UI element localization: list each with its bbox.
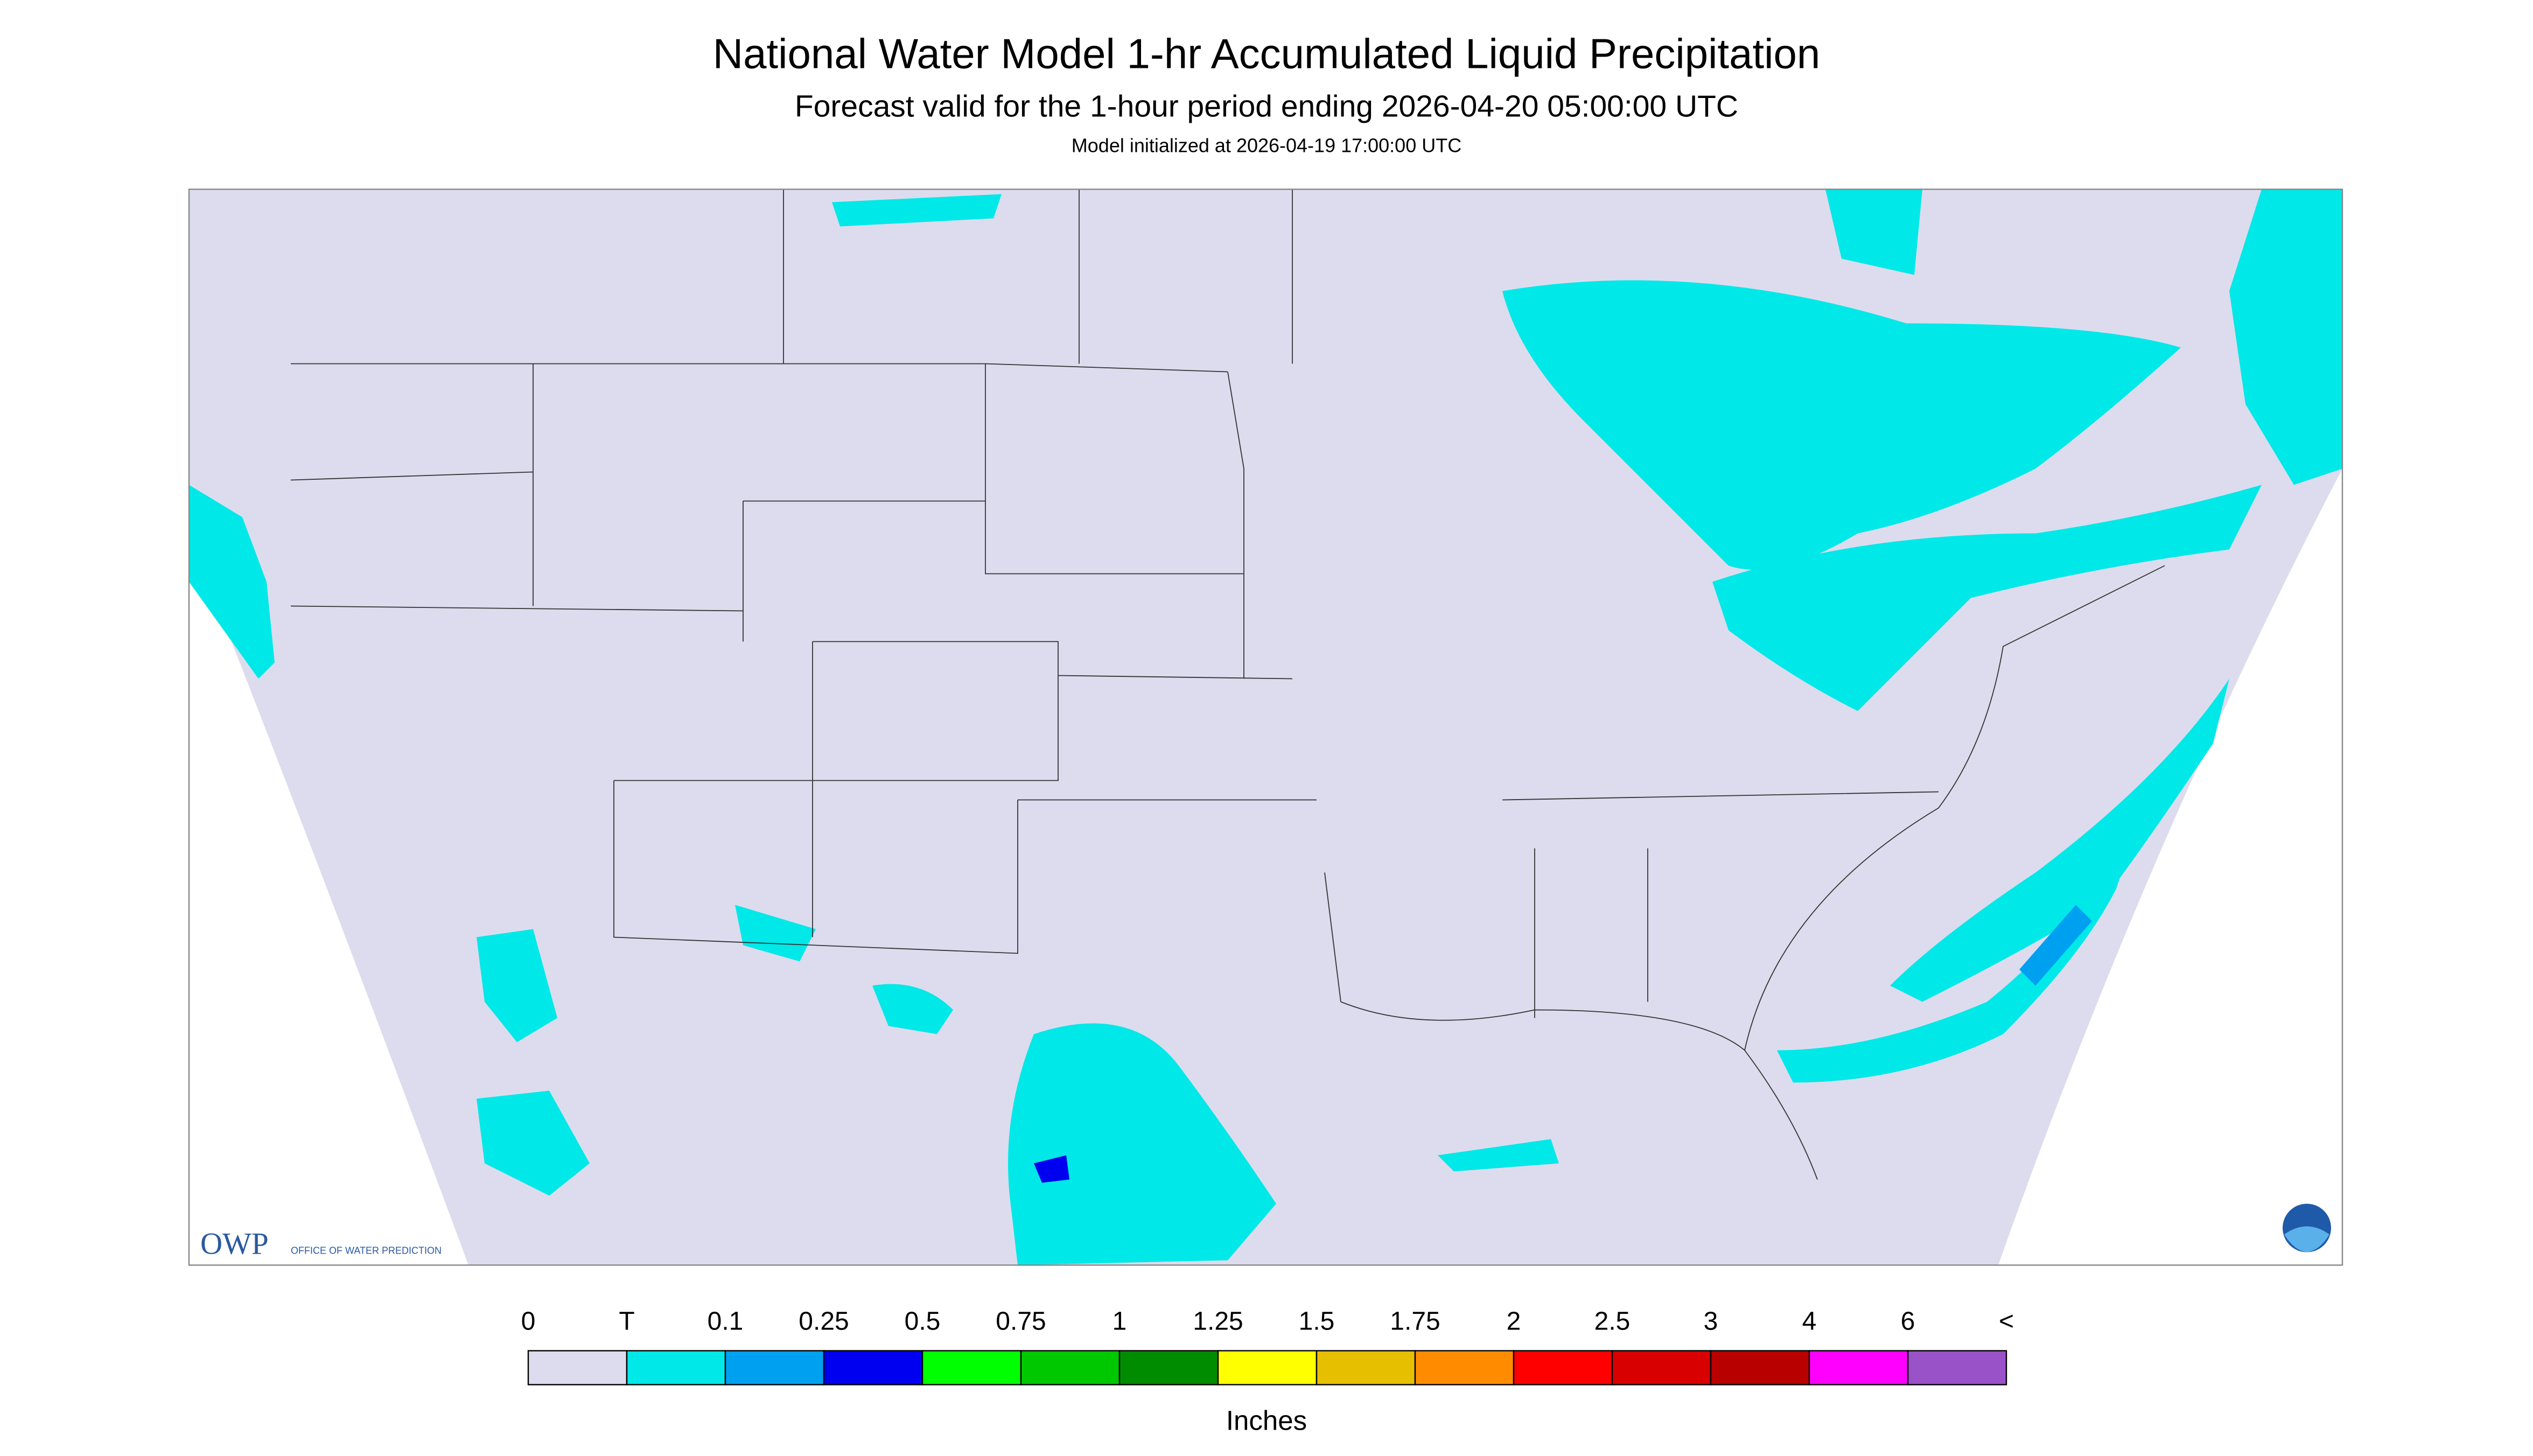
rain-area: [735, 905, 816, 962]
rain-area: [477, 1090, 590, 1196]
legend-swatch: [724, 1350, 825, 1385]
rain-area: [1777, 840, 2132, 1083]
rain-area: [1825, 189, 1922, 275]
legend-swatch: [1611, 1350, 1712, 1385]
legend-label: 2.5: [1594, 1307, 1631, 1336]
subtitle: Forecast valid for the 1-hour period end…: [795, 89, 1738, 124]
state-lines: [290, 189, 1939, 1018]
legend-swatch: [1710, 1350, 1810, 1385]
init-time: Model initialized at 2026-04-19 17:00:00…: [1072, 135, 1461, 157]
rain-area: [2229, 189, 2342, 485]
legend-label: 1: [1112, 1307, 1127, 1336]
legend-label: 6: [1901, 1307, 1915, 1336]
legend-swatch: [1217, 1350, 1318, 1385]
rain-area: [1034, 1155, 1069, 1183]
rain-area: [1890, 678, 2229, 1002]
legend-swatch: [527, 1350, 628, 1385]
legend-swatch: [1118, 1350, 1219, 1385]
title: National Water Model 1-hr Accumulated Li…: [713, 30, 1821, 78]
rain-area: [1502, 280, 2181, 570]
legend-swatch: [1808, 1350, 1909, 1385]
rain-area: [1712, 485, 2262, 711]
legend-label: 0: [521, 1307, 536, 1336]
legend-label: <: [1999, 1307, 2014, 1336]
legend-label: 0.5: [905, 1307, 941, 1336]
coastline: [1340, 565, 2165, 1180]
legend-label: 0.75: [996, 1307, 1046, 1336]
map: OWP OFFICE OF WATER PREDICTION: [188, 188, 2343, 1266]
legend-swatch: [823, 1350, 923, 1385]
legend-label: 3: [1704, 1307, 1718, 1336]
legend-label: 4: [1802, 1307, 1817, 1336]
legend-swatch: [921, 1350, 1022, 1385]
logo-text: OFFICE OF WATER PREDICTION: [291, 1245, 442, 1256]
legend-label: 0.1: [708, 1307, 744, 1336]
legend-label: 1.75: [1390, 1307, 1440, 1336]
rain-area: [872, 984, 953, 1034]
logo-acronym: OWP: [200, 1227, 269, 1261]
map-frame: [188, 188, 2343, 1266]
rain-area: [1008, 1023, 1276, 1265]
rain-area: [477, 929, 557, 1042]
legend-swatch: [1316, 1350, 1416, 1385]
legend-label: 2: [1507, 1307, 1521, 1336]
legend-label: T: [619, 1307, 634, 1336]
rain-area: [2019, 905, 2092, 986]
legend-swatch: [626, 1350, 726, 1385]
rain-area: [189, 485, 275, 679]
legend-swatch: [1414, 1350, 1515, 1385]
legend-label: 1.25: [1193, 1307, 1243, 1336]
precipitation: [189, 189, 2342, 1265]
borders: [290, 189, 2165, 1180]
legend-label: 0.25: [799, 1307, 849, 1336]
rain-area: [1438, 1139, 1559, 1172]
legend-label: 1.5: [1299, 1307, 1335, 1336]
legend-unit: Inches: [1226, 1405, 1307, 1436]
rain-area: [832, 194, 1002, 227]
legend-swatch: [1513, 1350, 1613, 1385]
legend-swatch: [1020, 1350, 1121, 1385]
noaa-logo-wave: [2284, 1226, 2329, 1252]
legend: 0 T 0.1 0.25 0.5 0.75 1 1.25 1.5 1.75 2 2.5 3 4 6 <: [521, 1307, 2014, 1385]
legend-swatch: [1907, 1350, 2007, 1385]
